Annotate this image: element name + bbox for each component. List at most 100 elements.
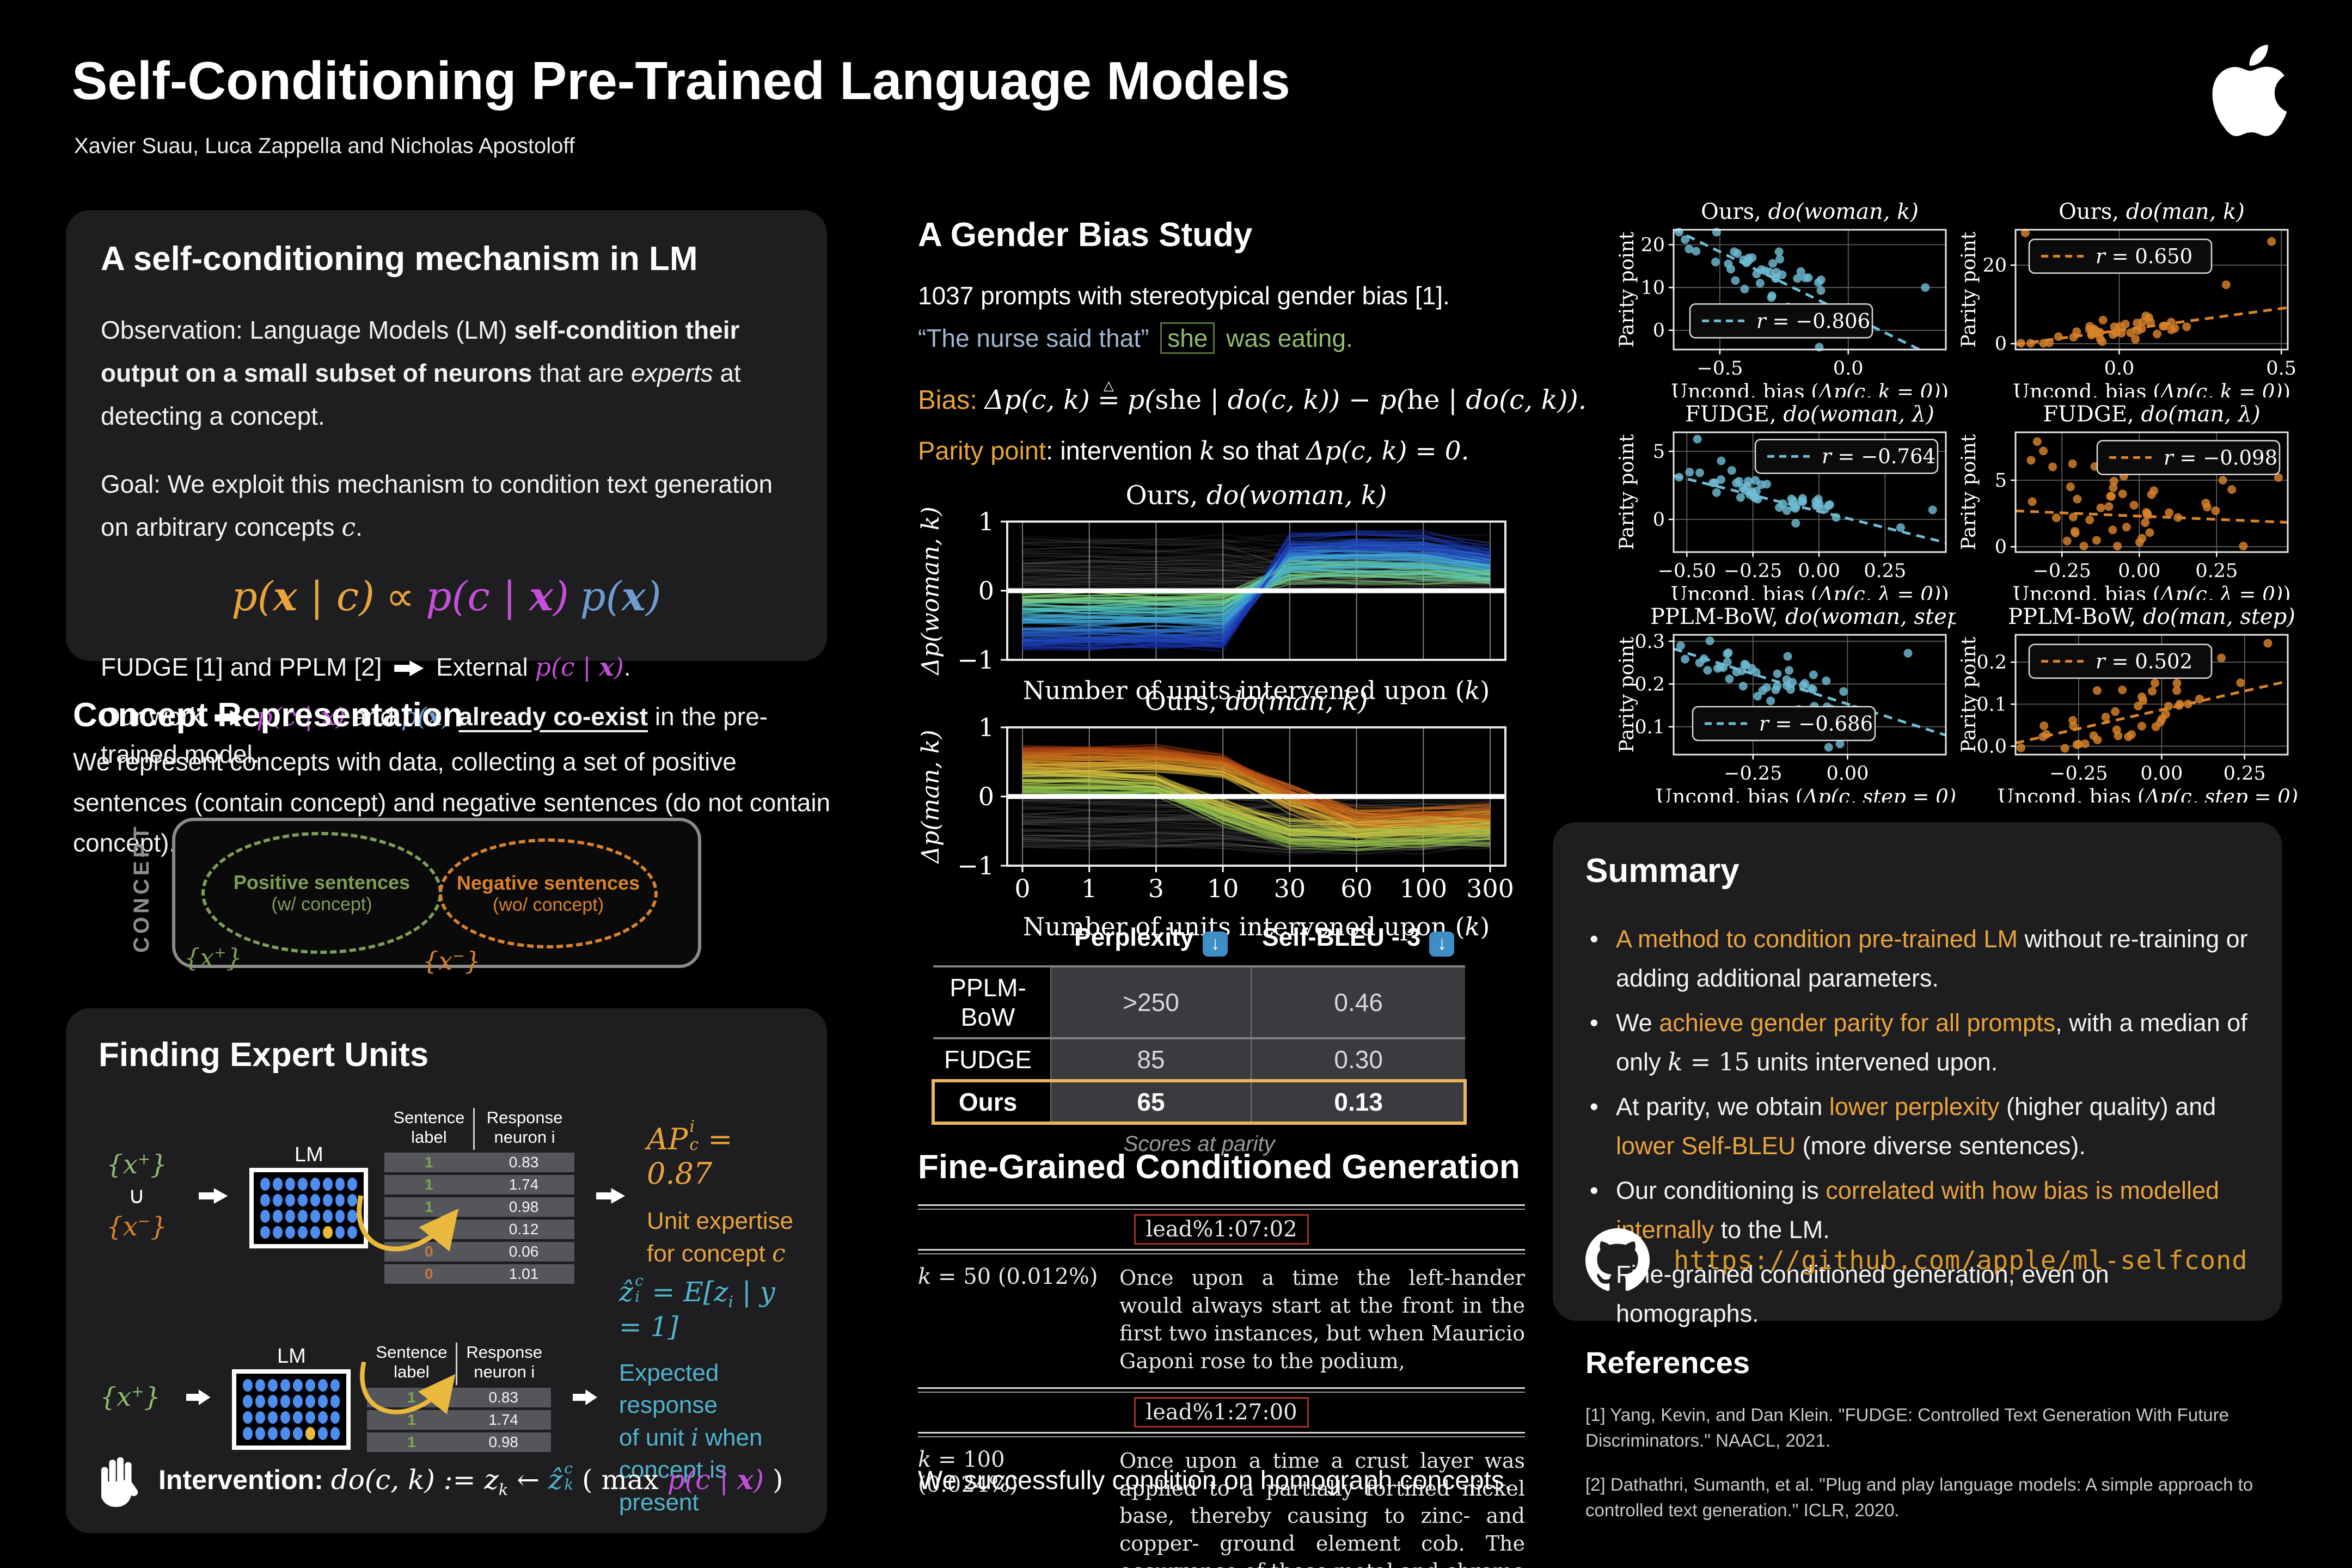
- references-heading: References: [1585, 1345, 1750, 1380]
- svg-text:FUDGE, do(woman, λ): FUDGE, do(woman, λ): [1685, 405, 1934, 427]
- svg-text:Parity point: Parity point: [1618, 231, 1638, 347]
- panel-heading: A self-conditioning mechanism in LM: [101, 240, 698, 278]
- expert-row-z: {x+} LM Sentence label Response neuron i 1 0.…: [96, 1272, 805, 1518]
- concept-body: We represent concepts with data, collect…: [73, 748, 831, 857]
- svg-text:r = −0.806: r = −0.806: [1756, 309, 1870, 333]
- svg-text:0: 0: [1995, 536, 2007, 558]
- svg-text:r = 0.650: r = 0.650: [2096, 245, 2192, 268]
- response-table-z: Sentence label Response neuron i 1 0.83 1 1.74 1…: [367, 1340, 552, 1454]
- reference-item: [2] Dathathri, Sumanth, et al. "Plug and…: [1585, 1474, 2253, 1520]
- github-row: https://github.com/apple/ml-selfcond: [1585, 1228, 2250, 1293]
- svg-text:PPLM-BoW, do(man, step): PPLM-BoW, do(man, step): [2008, 608, 2295, 629]
- scatter-sc-ours-woman: Ours, do(woman, k) 0 10 20 −0.5 0.0 Parity poi…: [1616, 199, 1949, 403]
- pos-set: {x+}: [106, 1149, 167, 1180]
- scores-row: Ours 65 0.13: [931, 1079, 1467, 1125]
- hand-icon: [101, 1457, 138, 1507]
- svg-text:0.00: 0.00: [2118, 560, 2160, 582]
- reference-item: [1] Yang, Kevin, and Dan Klein. "FUDGE: …: [1585, 1405, 2229, 1450]
- lead-concept-tag: lead%1:27:00: [1134, 1396, 1309, 1428]
- svg-text:Ours, do(woman, k): Ours, do(woman, k): [1701, 203, 1919, 224]
- svg-text:0.2: 0.2: [1976, 652, 2007, 673]
- svg-text:0.00: 0.00: [1798, 560, 1840, 582]
- svg-text:0.2: 0.2: [1634, 673, 1665, 695]
- goal-text: Goal: We exploit this mechanism to condi…: [101, 470, 773, 542]
- scores-table-wrap: Perplexity ↓ Self-BLEU - 3 ↓ PPLM-BoW >250 0.4…: [931, 919, 1467, 1156]
- svg-text:Uncond. bias (Δp(c, λ = 0)): Uncond. bias (Δp(c, λ = 0)): [1670, 583, 1949, 600]
- svg-text:Uncond. bias (Δp(c, k = 0)): Uncond. bias (Δp(c, k = 0)): [1671, 380, 1949, 397]
- chart-ours-do-man-k: Ours, do(man, k) 1 0 −1 Δp(man, k) 0 1 3 10 30 60 1…: [915, 685, 1514, 954]
- scatter-pplm-man: PPLM-BoW, do(man, step) 0.0 0.1 0.2 −0.25 0.0…: [1958, 604, 2306, 808]
- svg-text:0: 0: [978, 576, 994, 605]
- scores-caption: Scores at parity: [1123, 1131, 1275, 1156]
- positive-set-label: {x+}: [184, 943, 242, 972]
- generation-row: k = 50 (0.012%) Once upon a time the left…: [918, 1264, 1525, 1373]
- scatter-sc-pplm-woman: PPLM-BoW, do(woman, step) 0.1 0.2 0.3 −0.25 0…: [1616, 604, 1969, 808]
- bayes-formula: p(x | c) ∝ p(c | x) p(x): [231, 573, 661, 620]
- svg-text:3: 3: [1148, 874, 1164, 903]
- svg-text:0: 0: [978, 782, 994, 811]
- svg-text:Parity point: Parity point: [1960, 434, 1980, 550]
- lm-label: LM: [277, 1344, 306, 1368]
- github-icon: [1585, 1228, 1650, 1291]
- github-link[interactable]: https://github.com/apple/ml-selfcond: [1674, 1245, 2248, 1276]
- svg-text:1: 1: [978, 713, 994, 742]
- svg-text:−0.50: −0.50: [1658, 560, 1716, 582]
- svg-text:10: 10: [1640, 277, 1665, 299]
- svg-text:−0.25: −0.25: [1724, 560, 1782, 582]
- svg-text:−0.5: −0.5: [1696, 358, 1743, 379]
- scatter-sc-pplm-man: PPLM-BoW, do(man, step) 0.0 0.1 0.2 −0.25 0.0…: [1958, 604, 2306, 808]
- svg-text:0.25: 0.25: [2195, 560, 2238, 582]
- input-sets: {x+} ∪ {x−}: [96, 1148, 177, 1244]
- concept-side-label: CONCEPT: [130, 823, 154, 953]
- arrow-right-icon: [394, 660, 424, 676]
- references-list: [1] Yang, Kevin, and Dan Klein. "FUDGE: …: [1585, 1402, 2282, 1541]
- svg-text:0: 0: [1014, 874, 1030, 903]
- svg-text:0.1: 0.1: [1976, 694, 2007, 715]
- svg-text:5: 5: [1653, 441, 1665, 463]
- svg-text:−0.25: −0.25: [2049, 763, 2108, 785]
- fine-grained-table: lead%1:07:02 k = 50 (0.012%) Once upon a t…: [918, 1204, 1525, 1568]
- svg-text:Ours, do(man, k): Ours, do(man, k): [1144, 686, 1368, 716]
- lm-neuron-grid: [249, 1168, 369, 1249]
- scatter-sc-fudge-man: FUDGE, do(man, λ) 0 5 −0.25 0.00 0.25 Parity p…: [1958, 402, 2291, 606]
- svg-text:1: 1: [1081, 874, 1097, 903]
- lm-label: LM: [294, 1143, 323, 1167]
- scatter-sc-ours-man: Ours, do(man, k) 0 20 0.0 0.5 Parity point Unc…: [1958, 199, 2296, 403]
- line-chart-ours-man-lines: Ours, do(man, k)10−1Δp(man, k)0 1 3 10 30 60 1…: [917, 686, 1514, 941]
- scatter-ours-woman: Ours, do(woman, k) 0 10 20 −0.5 0.0 Parity poi…: [1616, 199, 1956, 403]
- sort-descending-icon: ↓: [1429, 931, 1455, 957]
- panel-self-conditioning: A self-conditioning mechanism in LM Obse…: [66, 210, 827, 768]
- arrow-right-icon: [573, 1389, 597, 1405]
- svg-text:300: 300: [1466, 874, 1514, 903]
- authors: Xavier Suau, Luca Zappella and Nicholas …: [74, 134, 575, 158]
- negative-set-label: {x−}: [422, 946, 481, 976]
- lm-figure: LM: [232, 1345, 351, 1450]
- positive-sentences-ellipse: Positive sentences (w/ concept): [201, 832, 442, 954]
- chart-ours-do-woman-k: Ours, do(woman, k) 1 0 −1 Δp(woman, k) Number…: [915, 479, 1514, 716]
- scores-row: PPLM-BoW >250 0.46: [933, 966, 1466, 1038]
- bias-definition: Bias: Δp(c, k) △ = p(she | do(c, k)) − p(he…: [918, 377, 1587, 415]
- parity-definition: Parity point: intervention k so that Δp(…: [918, 436, 1469, 466]
- svg-text:−0.25: −0.25: [2033, 560, 2091, 582]
- neg-set: {x−}: [106, 1211, 167, 1242]
- z-caption: Expected response of unit i when concept…: [618, 1359, 763, 1516]
- svg-text:r = −0.686: r = −0.686: [1759, 712, 1873, 736]
- svg-text:Ours, do(man, k): Ours, do(man, k): [2059, 203, 2245, 224]
- negative-title: Negative sentences: [456, 871, 640, 894]
- svg-text:−1: −1: [957, 645, 994, 675]
- svg-text:Parity point: Parity point: [1960, 636, 1980, 752]
- page-title: Self-Conditioning Pre-Trained Language M…: [72, 51, 1290, 111]
- sort-descending-icon: ↓: [1202, 931, 1228, 957]
- svg-text:Δp(woman, k): Δp(woman, k): [917, 506, 945, 676]
- svg-text:PPLM-BoW, do(woman, step): PPLM-BoW, do(woman, step): [1650, 608, 1956, 629]
- svg-text:0.0: 0.0: [1976, 736, 2007, 758]
- panel-finding-expert-units: Finding Expert Units {x+} ∪ {x−} LM Sent…: [66, 1008, 827, 1533]
- svg-text:Parity point: Parity point: [1618, 434, 1638, 550]
- svg-text:0.3: 0.3: [1634, 631, 1665, 653]
- negative-sub: (wo/ concept): [492, 894, 604, 915]
- our-work-line: Our work p(c | x) and p(x) already co-ex…: [101, 701, 768, 768]
- svg-text:Δp(man, k): Δp(man, k): [917, 730, 945, 864]
- svg-text:−1: −1: [957, 851, 994, 880]
